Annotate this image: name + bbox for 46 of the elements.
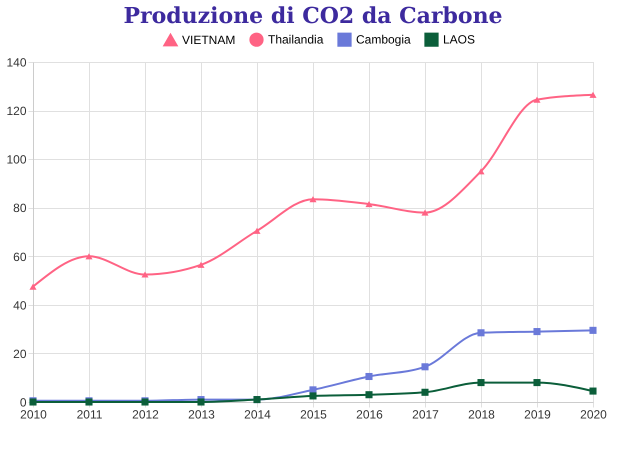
point <box>141 271 149 278</box>
y-tick-label: 0 <box>20 396 27 410</box>
point <box>421 210 429 216</box>
chart-title: Produzione di CO2 da Carbone <box>123 3 503 29</box>
y-tick-label: 80 <box>13 201 27 216</box>
point <box>533 328 541 336</box>
x-tick-label: 2019 <box>524 408 552 422</box>
y-tick-label: 20 <box>13 346 27 361</box>
x-tick-label: 2014 <box>244 408 272 422</box>
x-tick-label: 2010 <box>20 408 48 422</box>
point <box>477 379 485 386</box>
point <box>253 228 261 234</box>
point <box>365 391 373 398</box>
x-tick-label: 2013 <box>188 408 216 422</box>
point <box>421 363 429 370</box>
legend-label: LAOS <box>443 32 476 47</box>
y-tick-label: 100 <box>6 152 27 167</box>
legend-label: Thailandia <box>268 32 324 47</box>
x-tick-label: 2011 <box>76 408 103 422</box>
point <box>533 379 541 386</box>
point <box>85 253 93 260</box>
point <box>477 329 485 336</box>
x-tick-label: 2012 <box>132 408 160 422</box>
point <box>197 262 205 268</box>
x-tick-label: 2020 <box>580 408 608 422</box>
y-tick-label: 60 <box>13 250 27 264</box>
y-tick-label: 120 <box>6 104 27 118</box>
point <box>533 96 541 103</box>
legend-label: Cambogia <box>356 32 412 47</box>
y-tick-label: 40 <box>13 298 27 312</box>
x-tick-label: 2017 <box>412 408 440 422</box>
point <box>29 284 37 290</box>
point <box>309 196 317 202</box>
point <box>365 372 373 380</box>
x-tick-label: 2015 <box>300 408 328 422</box>
point <box>589 388 597 395</box>
point <box>589 326 597 334</box>
legend-label: VIETNAM <box>182 33 236 48</box>
point <box>309 392 317 400</box>
point <box>365 201 373 208</box>
point <box>421 388 429 396</box>
point <box>589 92 597 98</box>
x-tick-label: 2018 <box>468 408 496 422</box>
x-tick-label: 2016 <box>356 408 384 422</box>
y-tick-label: 140 <box>6 56 27 70</box>
point <box>477 168 485 174</box>
